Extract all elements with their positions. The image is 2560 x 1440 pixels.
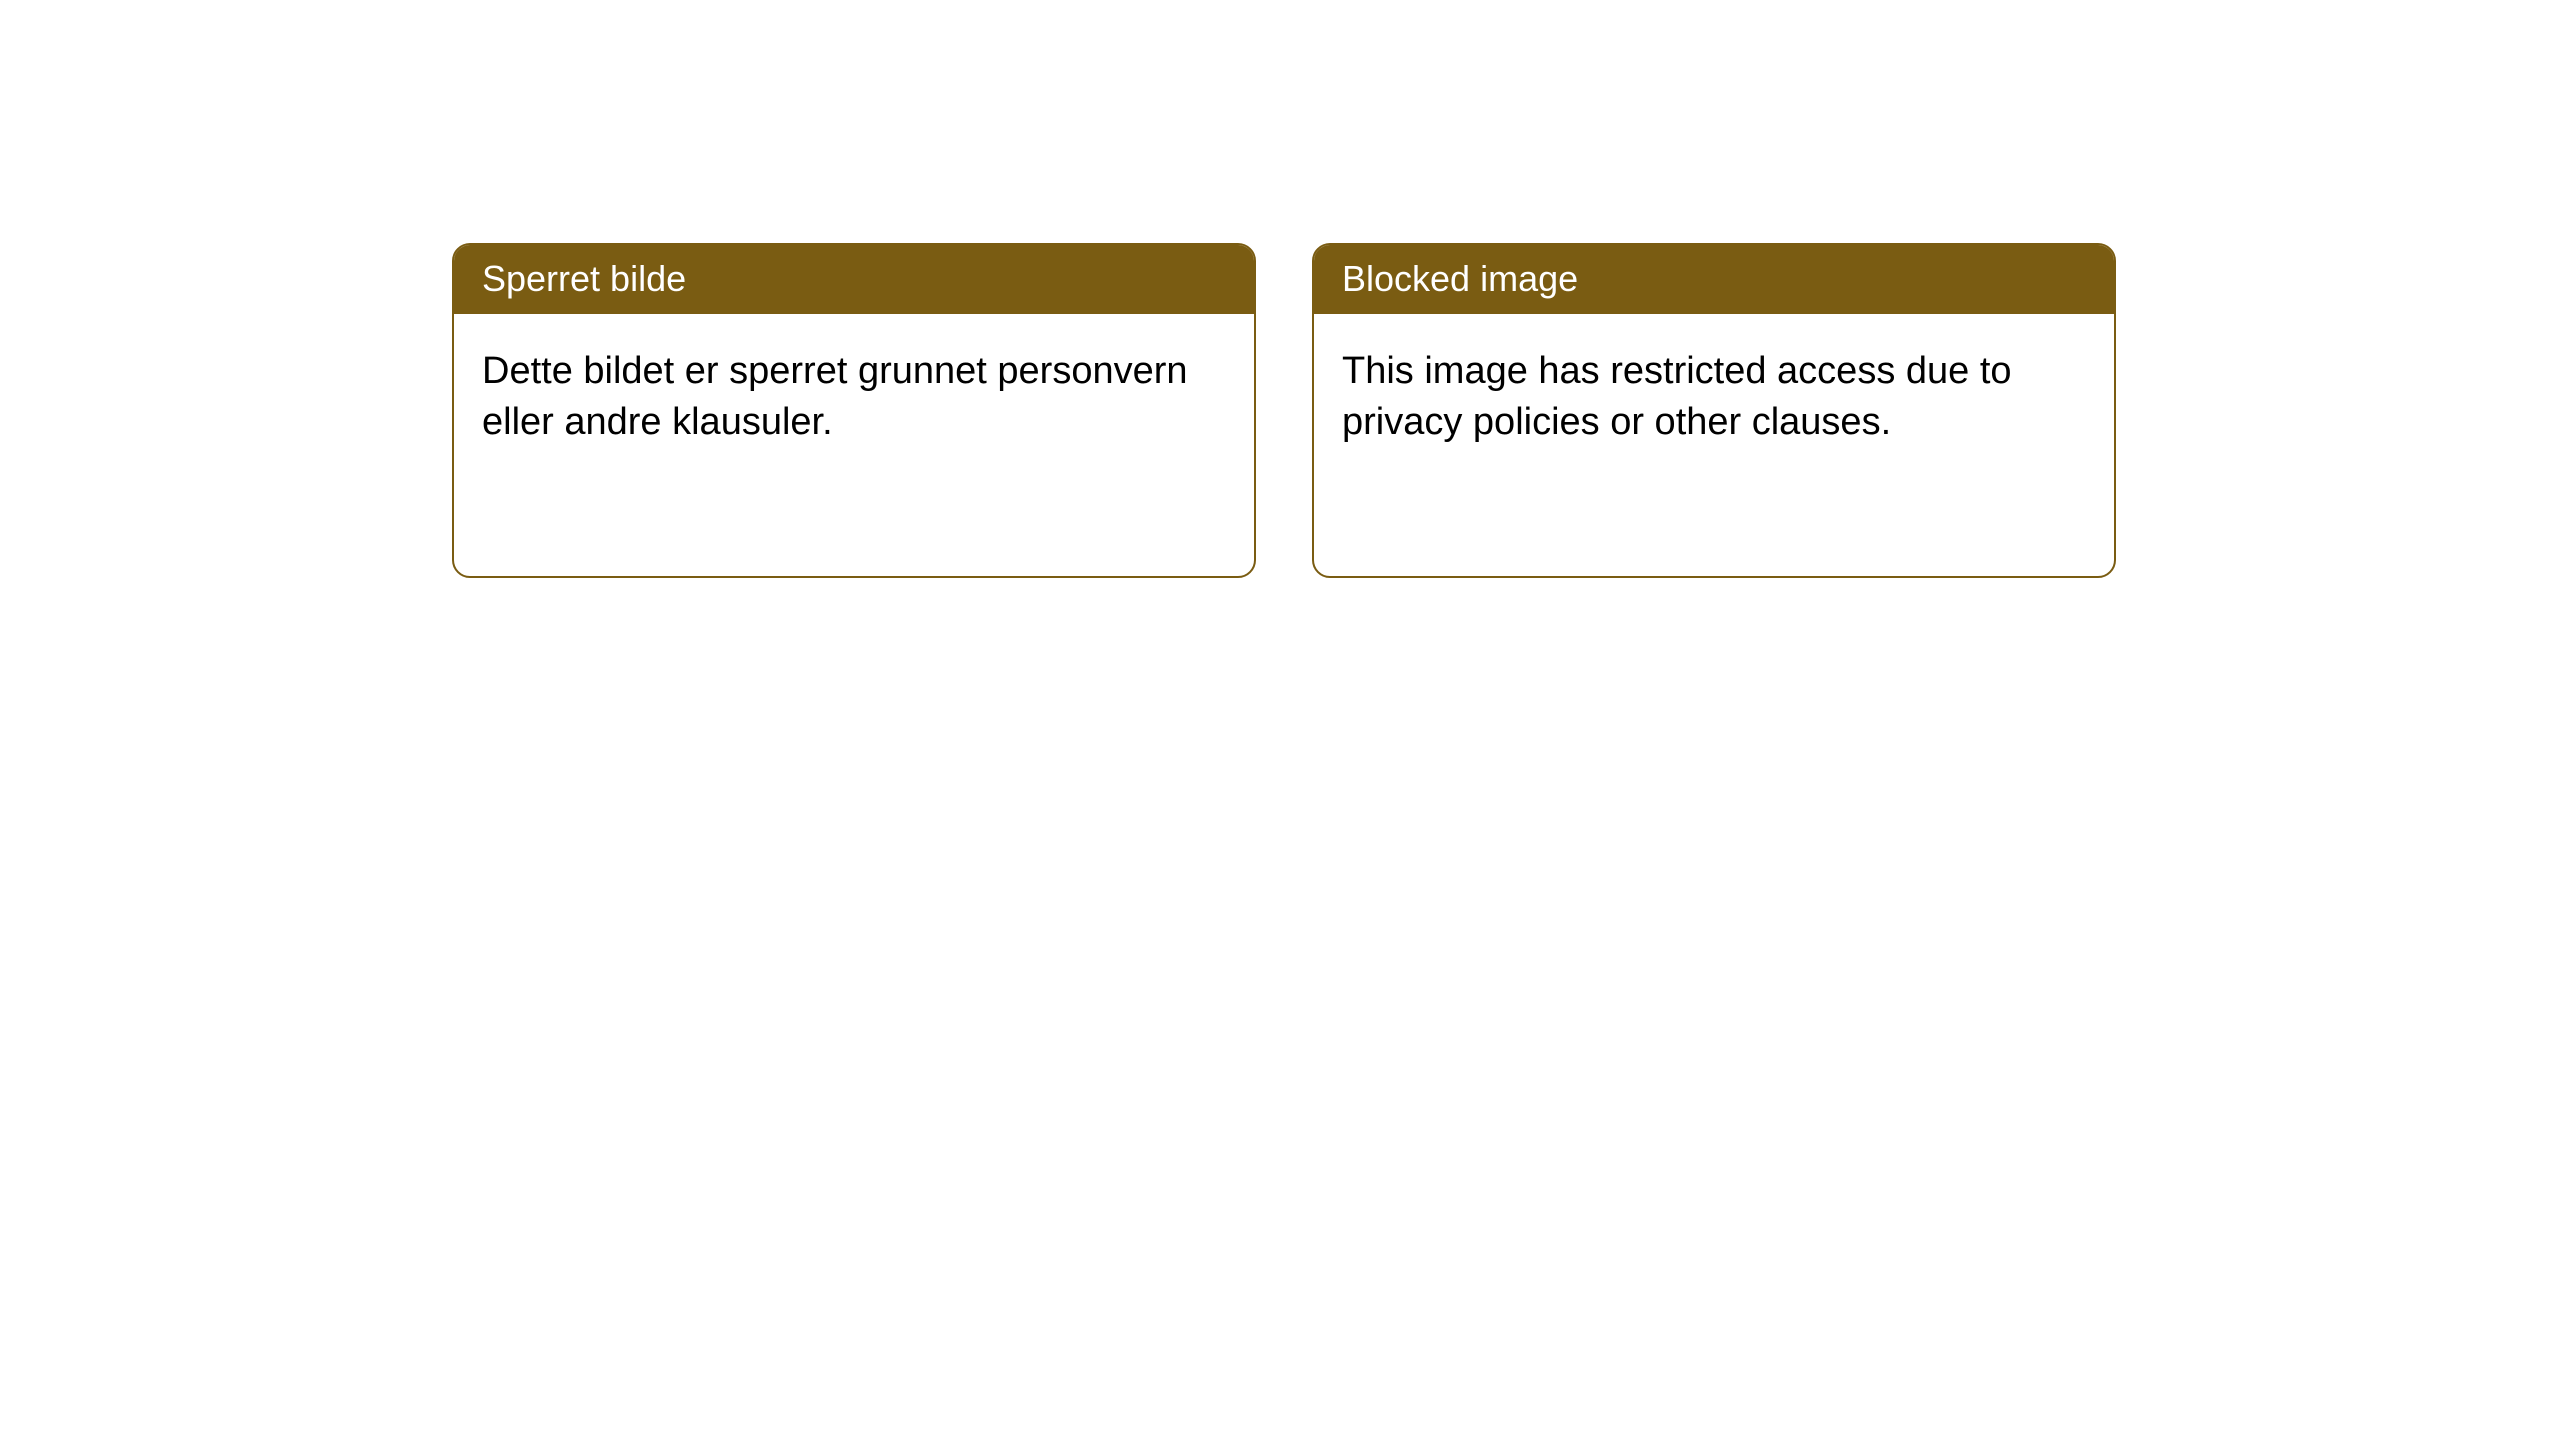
blocked-image-notices: Sperret bilde Dette bildet er sperret gr… — [452, 243, 2116, 578]
notice-card-no: Sperret bilde Dette bildet er sperret gr… — [452, 243, 1256, 578]
notice-card-en: Blocked image This image has restricted … — [1312, 243, 2116, 578]
notice-body-en: This image has restricted access due to … — [1314, 314, 2114, 576]
notice-title-no: Sperret bilde — [454, 245, 1254, 314]
notice-body-no: Dette bildet er sperret grunnet personve… — [454, 314, 1254, 576]
notice-title-en: Blocked image — [1314, 245, 2114, 314]
